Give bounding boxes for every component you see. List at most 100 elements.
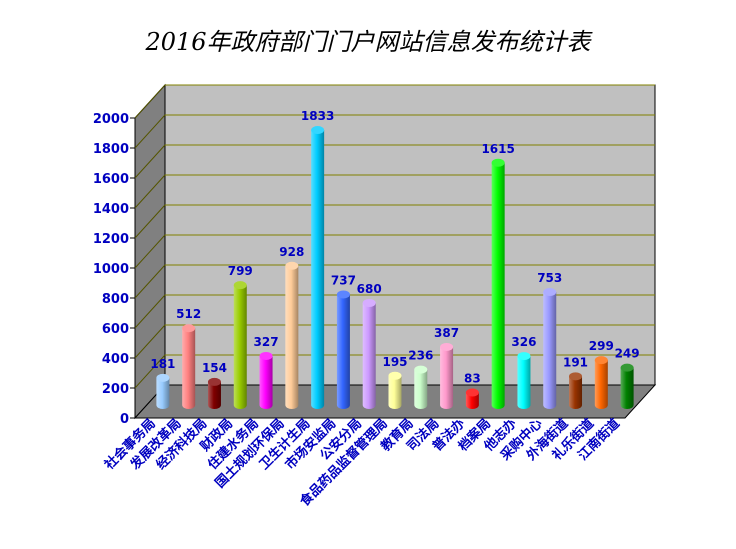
- bar-top: [259, 351, 273, 360]
- bar-top: [620, 363, 634, 372]
- data-label: 680: [357, 282, 382, 296]
- gridline-side: [134, 324, 166, 359]
- data-label: 753: [537, 271, 562, 285]
- bar: [311, 126, 325, 410]
- bar-top: [569, 372, 583, 381]
- bar: [594, 356, 608, 409]
- bar: [465, 388, 479, 409]
- data-label: 326: [511, 335, 536, 349]
- bar-body: [233, 285, 247, 409]
- bars: [156, 126, 634, 410]
- data-label: 737: [331, 273, 356, 287]
- bar-body: [543, 292, 557, 409]
- bar-top: [491, 158, 505, 167]
- bar-top: [465, 388, 479, 397]
- bar-body: [517, 356, 531, 409]
- data-label: 1833: [301, 109, 334, 123]
- bar-body: [465, 392, 479, 409]
- bar-body: [207, 381, 221, 409]
- bar-body: [311, 130, 325, 410]
- y-tick-label: 1800: [93, 142, 129, 157]
- bar: [156, 373, 170, 409]
- data-label: 387: [434, 326, 459, 340]
- data-label: 799: [228, 264, 253, 278]
- y-tick-label: 0: [120, 412, 129, 427]
- data-label: 928: [279, 245, 304, 259]
- bar: [569, 372, 583, 409]
- data-label: 154: [202, 361, 227, 375]
- data-label: 83: [464, 372, 481, 386]
- bar-top: [182, 324, 196, 333]
- bar: [259, 351, 273, 409]
- bar-body: [620, 367, 634, 409]
- bar: [233, 281, 247, 409]
- bar-top: [362, 299, 376, 307]
- data-label: 1615: [481, 142, 514, 156]
- bar-body: [440, 346, 454, 409]
- bar-top: [207, 377, 221, 386]
- gridline-side: [134, 234, 166, 269]
- bar: [440, 342, 454, 409]
- y-tick-label: 1600: [93, 172, 129, 187]
- x-axis-ticks: 社会事务局发展改革局经济科技局财政局住建水务局国土规划环保局卫生计生局市场安监局…: [101, 416, 623, 510]
- gridline-side: [134, 84, 166, 119]
- bar-top: [156, 373, 170, 382]
- y-tick-label: 200: [102, 382, 129, 397]
- bar-top: [336, 290, 350, 299]
- bar: [207, 377, 221, 409]
- gridline-side: [134, 144, 166, 179]
- bar: [182, 324, 196, 409]
- bar: [543, 288, 557, 409]
- bar-top: [440, 342, 454, 351]
- data-label: 299: [589, 339, 614, 353]
- data-label: 191: [563, 355, 588, 369]
- bar: [336, 290, 350, 409]
- bar-top: [594, 356, 608, 365]
- data-label: 249: [615, 347, 640, 361]
- gridline-side: [134, 204, 166, 239]
- y-tick-label: 1400: [93, 202, 129, 217]
- bar-body: [594, 360, 608, 409]
- bar: [491, 158, 505, 409]
- bar-body: [336, 294, 350, 409]
- y-axis-ticks: 0 200 400 600 800 1000 1200 1400 1600 1800 2000: [93, 112, 135, 427]
- gridline-side: [134, 114, 166, 149]
- bar-body: [259, 355, 273, 409]
- bar-body: [388, 375, 402, 409]
- bar-body: [414, 369, 428, 409]
- gridline-side: [134, 294, 166, 329]
- y-tick-label: 600: [102, 322, 129, 337]
- bar: [362, 299, 376, 409]
- bar: [517, 352, 531, 409]
- gridlines: [134, 84, 655, 389]
- bar: [388, 371, 402, 409]
- data-label: 181: [150, 357, 175, 371]
- bar-body: [362, 303, 376, 409]
- bar-body: [285, 265, 299, 409]
- bar-top: [414, 365, 428, 374]
- y-tick-label: 1000: [93, 262, 129, 277]
- bar-body: [156, 377, 170, 409]
- bar-body: [491, 162, 505, 409]
- bar-body: [182, 328, 196, 409]
- bar-top: [285, 261, 299, 270]
- y-tick-label: 400: [102, 352, 129, 367]
- bar-top: [517, 352, 531, 361]
- data-label: 512: [176, 307, 201, 321]
- gridline-side: [134, 354, 166, 389]
- gridline-side: [134, 174, 166, 209]
- chart-title: 2016年政府部门门户网站信息发布统计表: [145, 28, 591, 56]
- bar-top: [311, 126, 325, 135]
- bar-body: [569, 376, 583, 409]
- bar: [414, 365, 428, 409]
- bar-top: [233, 281, 247, 290]
- data-label: 327: [254, 335, 279, 349]
- data-label: 236: [408, 349, 433, 363]
- y-tick-label: 2000: [93, 112, 129, 127]
- bar-top: [543, 288, 557, 297]
- gridline-side: [134, 264, 166, 299]
- data-label: 195: [382, 355, 407, 369]
- bar-top: [388, 371, 402, 380]
- y-tick-label: 1200: [93, 232, 129, 247]
